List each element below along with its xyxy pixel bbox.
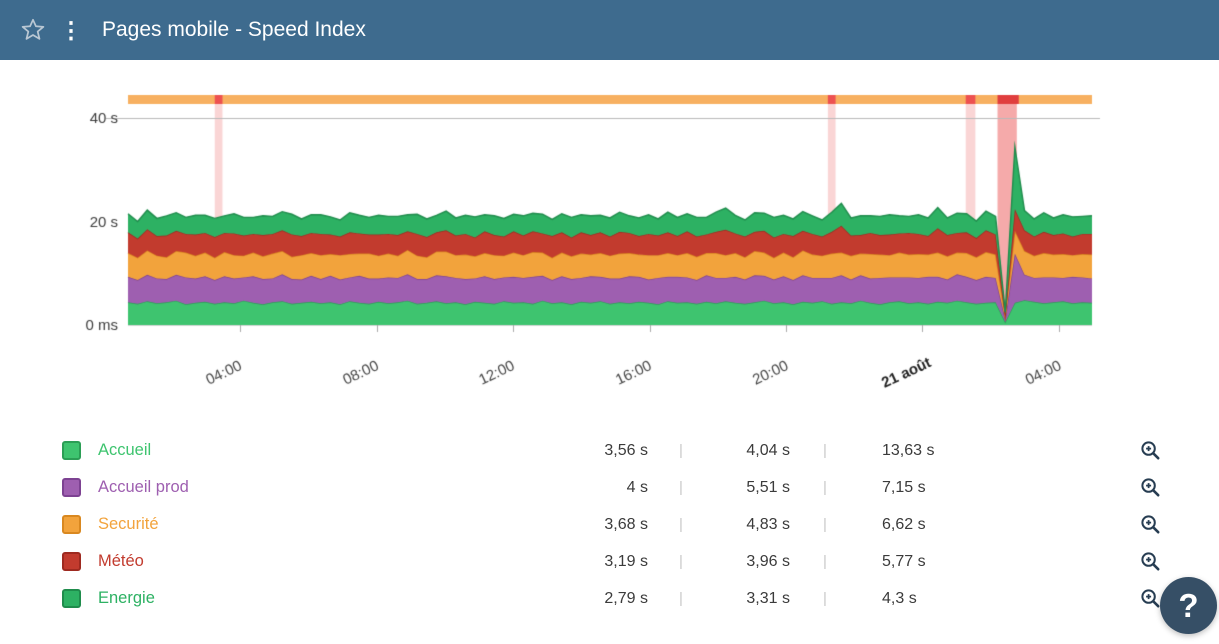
help-button[interactable]: ? <box>1160 577 1217 634</box>
value-separator: | <box>679 442 683 459</box>
series-swatch <box>62 515 81 534</box>
legend-row[interactable]: Securité 3,68 s | 4,83 s | 6,62 s <box>0 506 1219 543</box>
series-value-3: 5,77 s <box>882 552 926 570</box>
series-value-3: 7,15 s <box>882 478 926 496</box>
series-value-3: 6,62 s <box>882 515 926 533</box>
zoom-in-icon[interactable] <box>1139 588 1161 610</box>
speed-index-stacked-area-chart[interactable] <box>0 60 1219 432</box>
series-value-1: 3,68 s <box>604 515 648 533</box>
legend-row[interactable]: Accueil prod 4 s | 5,51 s | 7,15 s <box>0 469 1219 506</box>
value-separator: | <box>679 590 683 607</box>
series-value-1: 3,56 s <box>604 441 648 459</box>
series-name: Securité <box>98 515 159 533</box>
series-value-1: 2,79 s <box>604 589 648 607</box>
series-value-2: 3,96 s <box>746 552 790 570</box>
value-separator: | <box>823 442 827 459</box>
zoom-in-icon[interactable] <box>1139 440 1161 462</box>
series-value-2: 3,31 s <box>746 589 790 607</box>
legend-row[interactable]: Météo 3,19 s | 3,96 s | 5,77 s <box>0 543 1219 580</box>
legend-row[interactable]: Energie 2,79 s | 3,31 s | 4,3 s <box>0 580 1219 617</box>
series-name: Energie <box>98 589 155 607</box>
series-swatch <box>62 552 81 571</box>
zoom-in-icon[interactable] <box>1139 477 1161 499</box>
value-separator: | <box>679 479 683 496</box>
series-swatch <box>62 589 81 608</box>
series-legend: Accueil 3,56 s | 4,04 s | 13,63 s Accuei… <box>0 432 1219 617</box>
series-name: Météo <box>98 552 144 570</box>
series-name: Accueil prod <box>98 478 189 496</box>
series-value-3: 13,63 s <box>882 441 935 459</box>
value-separator: | <box>823 516 827 533</box>
series-swatch <box>62 441 81 460</box>
series-name: Accueil <box>98 441 152 459</box>
legend-row[interactable]: Accueil 3,56 s | 4,04 s | 13,63 s <box>0 432 1219 469</box>
series-value-2: 4,04 s <box>746 441 790 459</box>
page-title: Pages mobile - Speed Index <box>102 18 366 41</box>
zoom-in-icon[interactable] <box>1139 551 1161 573</box>
series-value-2: 5,51 s <box>746 478 790 496</box>
zoom-in-icon[interactable] <box>1139 514 1161 536</box>
series-value-1: 3,19 s <box>604 552 648 570</box>
kebab-menu-icon[interactable]: ⋮ <box>59 16 83 43</box>
series-value-3: 4,3 s <box>882 589 917 607</box>
widget-header: ⋮ Pages mobile - Speed Index <box>0 0 1219 60</box>
series-swatch <box>62 478 81 497</box>
value-separator: | <box>823 590 827 607</box>
favorite-star-icon[interactable] <box>16 13 50 47</box>
value-separator: | <box>679 553 683 570</box>
value-separator: | <box>823 479 827 496</box>
value-separator: | <box>823 553 827 570</box>
series-value-1: 4 s <box>626 478 648 496</box>
value-separator: | <box>679 516 683 533</box>
series-value-2: 4,83 s <box>746 515 790 533</box>
